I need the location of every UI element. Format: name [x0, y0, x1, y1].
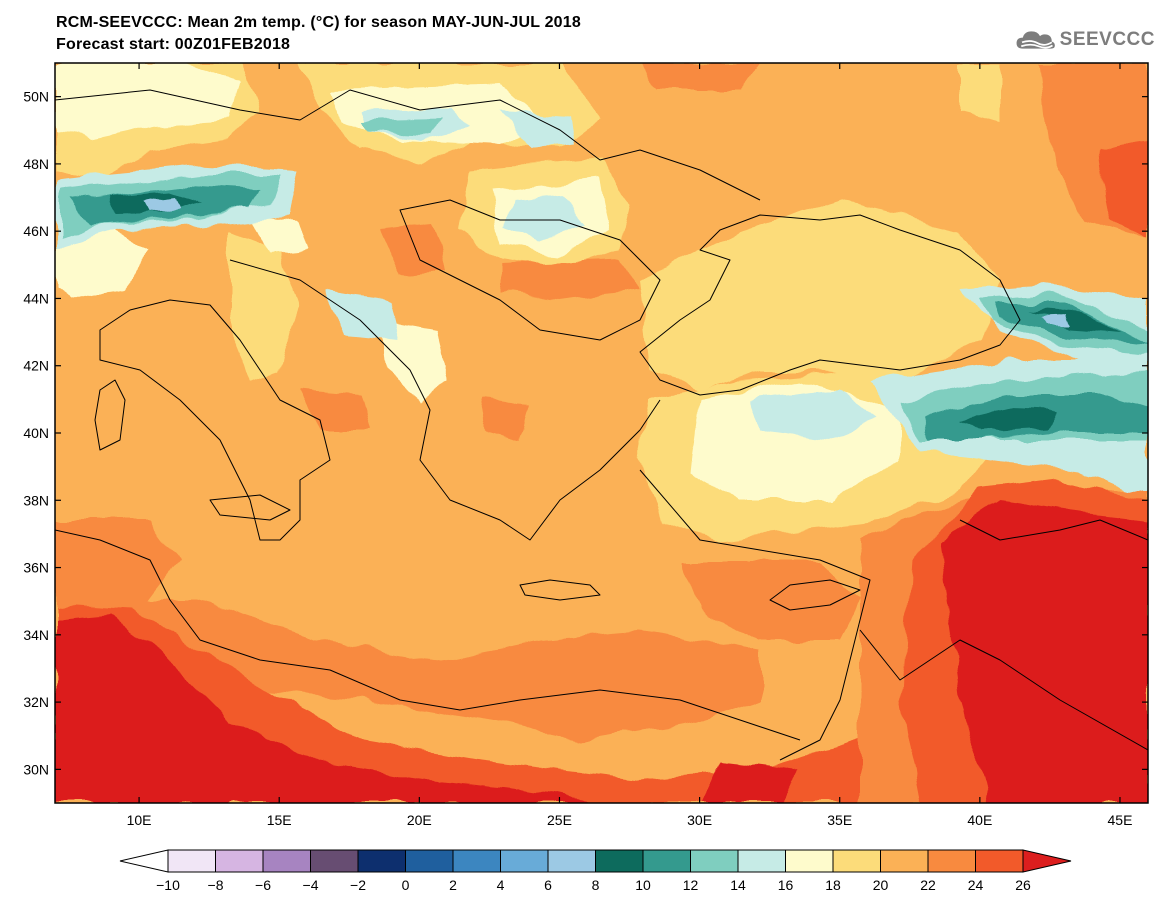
- lon-tick-label: 30E: [687, 812, 712, 828]
- colorbar-label: 4: [497, 877, 505, 893]
- colorbar-label: 20: [873, 877, 889, 893]
- colorbar-bin: [310, 849, 359, 873]
- lat-tick-label: 30N: [23, 761, 49, 777]
- romania-border: [399, 199, 661, 341]
- colorbar-bin: [690, 849, 739, 873]
- forecast-start-subtitle: Forecast start: 00Z01FEB2018: [56, 36, 291, 53]
- lon-tick-label: 20E: [407, 812, 432, 828]
- north-africa-coast: [55, 529, 801, 741]
- colorbar-bin: [927, 849, 976, 873]
- colorbar-bin: [737, 849, 786, 873]
- colorbar-label: 8: [592, 877, 600, 893]
- cloud-icon: [1016, 31, 1055, 49]
- lat-tick-label: 40N: [23, 425, 49, 441]
- colorbar-bin: [215, 849, 264, 873]
- colorbar-bin: [642, 849, 691, 873]
- lon-tick-label: 45E: [1108, 812, 1133, 828]
- lat-tick-label: 50N: [23, 89, 49, 105]
- balkan-coast: [229, 259, 661, 541]
- longitude-axis: 10E 15E 20E 25E 30E 35E 40E 45E: [127, 63, 1133, 828]
- colorbar-label: 16: [778, 877, 794, 893]
- logo-text: SEEVCCC: [1059, 29, 1155, 50]
- temperature-field: [55, 63, 1148, 803]
- colorbar-bin: [975, 849, 1024, 873]
- coastlines: [55, 89, 1148, 761]
- colorbar-bin: [167, 849, 216, 873]
- lon-tick-label: 40E: [967, 812, 992, 828]
- colorbar-bin: [832, 849, 881, 873]
- temperature-colorbar: −10 −8 −6 −4 −2 0 2 4 6 8 10 12 14 16 18 20 22 24 26: [119, 849, 1072, 893]
- colorbar-over-triangle: [1022, 849, 1072, 873]
- field-black-sea-18-20: [640, 200, 1000, 390]
- colorbar-label: 26: [1015, 877, 1031, 893]
- lon-tick-label: 15E: [267, 812, 292, 828]
- middle-east-borders: [859, 629, 1148, 751]
- italy-coast: [99, 299, 331, 541]
- map-title: RCM-SEEVCCC: Mean 2m temp. (°C) for seas…: [56, 14, 581, 31]
- colorbar-bin: [547, 849, 596, 873]
- sicily: [209, 494, 291, 521]
- seevccc-logo: SEEVCCC: [1015, 20, 1155, 60]
- colorbar-label: 6: [544, 877, 552, 893]
- lat-tick-label: 44N: [23, 290, 49, 306]
- cyprus: [769, 579, 861, 611]
- colorbar-bin: [405, 849, 454, 873]
- lon-tick-label: 25E: [547, 812, 572, 828]
- colorbar-bin: [880, 849, 929, 873]
- colorbar-label: −10: [156, 877, 180, 893]
- colorbar-under-triangle: [119, 849, 169, 873]
- central-europe-borders: [55, 89, 761, 201]
- lon-tick-label: 35E: [827, 812, 852, 828]
- lat-tick-label: 48N: [23, 156, 49, 172]
- colorbar-bin: [262, 849, 311, 873]
- colorbar-bin: [452, 849, 501, 873]
- lat-tick-label: 32N: [23, 694, 49, 710]
- lat-tick-label: 42N: [23, 358, 49, 374]
- field-sahara-over-26: [55, 615, 600, 803]
- colorbar-bin: [500, 849, 549, 873]
- colorbar-bin: [595, 849, 644, 873]
- colorbar-label: 10: [635, 877, 651, 893]
- lat-tick-label: 38N: [23, 492, 49, 508]
- colorbar-label: −2: [350, 877, 366, 893]
- turkey-syria-border: [959, 519, 1148, 541]
- lat-tick-label: 36N: [23, 560, 49, 576]
- colorbar-label: −6: [255, 877, 271, 893]
- colorbar-label: −8: [208, 877, 224, 893]
- lat-tick-label: 34N: [23, 627, 49, 643]
- field-north-africa-22-24: [55, 600, 760, 740]
- colorbar-label: 2: [449, 877, 457, 893]
- lon-tick-label: 10E: [127, 812, 152, 828]
- latitude-axis: 30N 32N 34N 36N 38N 40N 42N 44N 46N 48N 50N: [23, 89, 1148, 777]
- colorbar-bin: [357, 849, 406, 873]
- colorbar-label: 12: [683, 877, 699, 893]
- levant-coast: [639, 469, 871, 761]
- colorbar-label: 22: [920, 877, 936, 893]
- lat-tick-label: 46N: [23, 223, 49, 239]
- crete: [519, 579, 601, 601]
- black-sea-coast: [639, 214, 1021, 396]
- colorbar-label: −4: [303, 877, 319, 893]
- colorbar-label: 18: [825, 877, 841, 893]
- colorbar-label: 0: [402, 877, 410, 893]
- sardinia: [94, 379, 126, 451]
- colorbar-bin: [785, 849, 834, 873]
- colorbar-label: 24: [968, 877, 984, 893]
- colorbar-label: 14: [730, 877, 746, 893]
- field-mesopotamia-over-26: [940, 500, 1148, 803]
